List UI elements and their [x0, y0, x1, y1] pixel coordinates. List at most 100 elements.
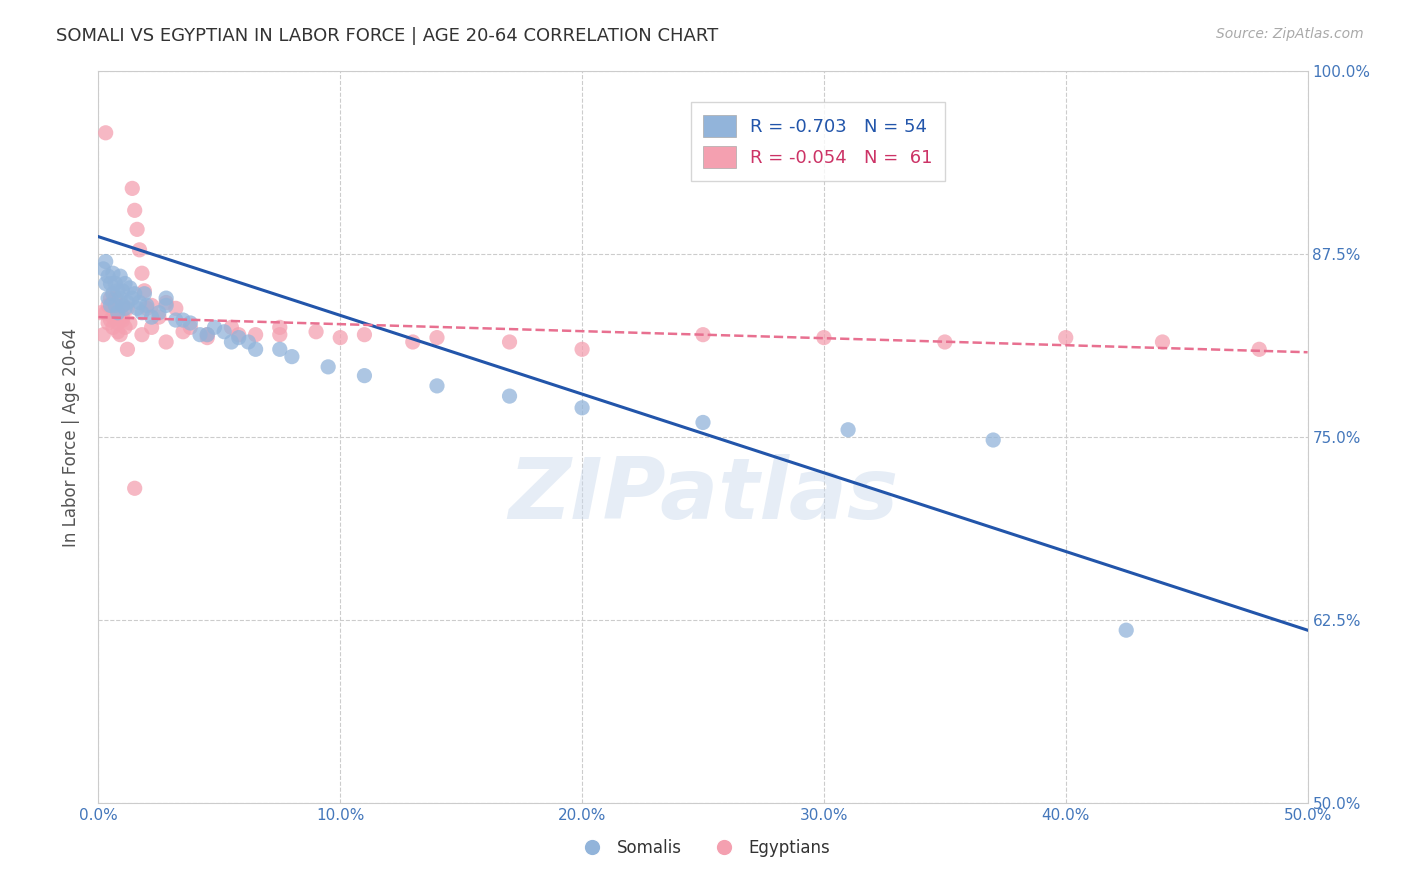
Point [204, 320, 226, 334]
Point [104, 277, 127, 291]
Point [108, 269, 131, 284]
Point [155, 298, 177, 312]
Point [179, 320, 201, 334]
Point [107, 284, 129, 298]
Point [111, 284, 134, 298]
Point [498, 334, 520, 349]
Point [155, 334, 177, 349]
Point [245, 327, 267, 342]
Y-axis label: In Labor Force | Age 20-64: In Labor Force | Age 20-64 [62, 327, 80, 547]
Point [117, 343, 139, 357]
Point [571, 343, 593, 357]
Point [90, 306, 112, 320]
Point [100, 291, 122, 305]
Point [269, 343, 291, 357]
Point [108, 291, 131, 305]
Point [94, 254, 117, 268]
Point [121, 291, 143, 305]
Point [692, 416, 714, 430]
Point [269, 327, 291, 342]
Point [281, 350, 304, 364]
Point [101, 266, 124, 280]
Point [172, 325, 194, 339]
Point [165, 301, 187, 316]
Text: Source: ZipAtlas.com: Source: ZipAtlas.com [1216, 27, 1364, 41]
Text: ZIPatlas: ZIPatlas [508, 454, 898, 537]
Point [221, 320, 243, 334]
Point [1054, 330, 1077, 344]
Point [111, 310, 134, 325]
Point [134, 284, 156, 298]
Legend: Somalis, Egyptians: Somalis, Egyptians [569, 832, 837, 864]
Point [195, 327, 218, 342]
Point [97, 298, 120, 312]
Point [1115, 623, 1137, 637]
Point [148, 310, 170, 325]
Point [107, 325, 129, 339]
Point [114, 277, 136, 291]
Point [108, 327, 131, 342]
Point [228, 330, 250, 344]
Point [101, 310, 124, 325]
Point [128, 243, 150, 257]
Point [131, 266, 153, 280]
Point [118, 316, 141, 330]
Point [188, 327, 211, 342]
Point [117, 301, 139, 316]
Point [195, 330, 218, 344]
Point [111, 298, 134, 312]
Point [402, 334, 425, 349]
Point [107, 316, 129, 330]
Point [141, 320, 163, 334]
Point [426, 330, 449, 344]
Point [117, 295, 139, 310]
Point [101, 301, 124, 316]
Point [148, 306, 170, 320]
Point [111, 313, 134, 327]
Point [426, 379, 449, 393]
Point [124, 286, 146, 301]
Point [94, 277, 117, 291]
Point [111, 298, 134, 312]
Point [131, 306, 153, 320]
Point [97, 291, 120, 305]
Point [1249, 343, 1271, 357]
Point [104, 291, 127, 305]
Point [571, 401, 593, 415]
Point [114, 320, 136, 334]
Point [228, 327, 250, 342]
Point [124, 481, 146, 495]
Point [934, 334, 956, 349]
Point [101, 320, 124, 334]
Point [179, 316, 201, 330]
Point [104, 310, 127, 325]
Point [97, 316, 120, 330]
Point [127, 222, 149, 236]
Point [114, 301, 136, 316]
Point [134, 286, 156, 301]
Point [353, 327, 375, 342]
Point [91, 327, 114, 342]
Point [131, 327, 153, 342]
Point [353, 368, 375, 383]
Point [155, 291, 177, 305]
Point [100, 313, 122, 327]
Point [165, 313, 187, 327]
Point [305, 325, 328, 339]
Point [94, 306, 117, 320]
Point [195, 327, 218, 342]
Point [118, 281, 141, 295]
Point [135, 301, 157, 316]
Point [813, 330, 835, 344]
Point [97, 269, 120, 284]
Point [172, 313, 194, 327]
Point [100, 277, 122, 291]
Point [107, 301, 129, 316]
Point [212, 325, 235, 339]
Point [91, 261, 114, 276]
Point [498, 389, 520, 403]
Point [135, 298, 157, 312]
Point [101, 286, 124, 301]
Point [94, 126, 117, 140]
Point [329, 330, 352, 344]
